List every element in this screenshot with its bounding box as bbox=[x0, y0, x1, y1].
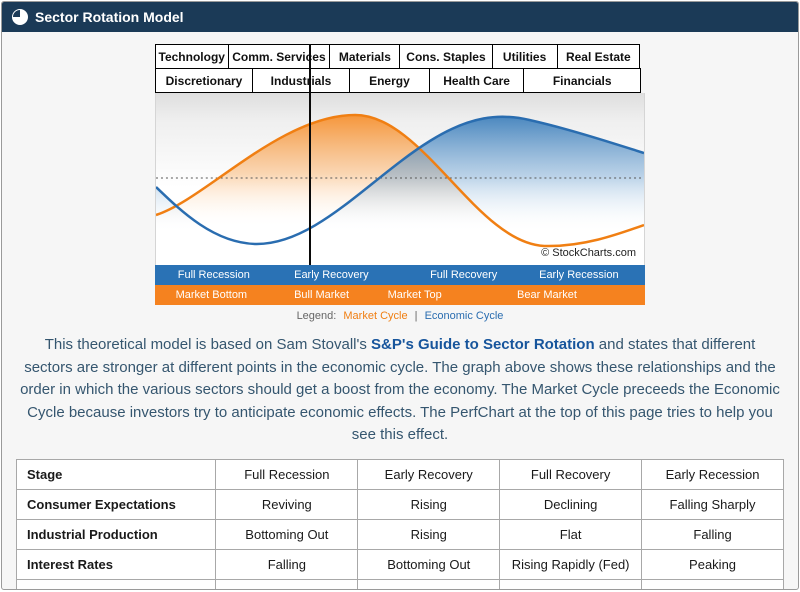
sector-box-energy: Energy bbox=[349, 68, 430, 93]
description-text-after: and states that different sectors are st… bbox=[20, 336, 780, 443]
table-cell: Full Recession bbox=[215, 458, 359, 490]
table-cell: Falling bbox=[641, 518, 784, 550]
economic-cycle-bar: Full Recession Early Recovery Full Recov… bbox=[155, 265, 645, 285]
row-label: Interest Rates bbox=[15, 548, 217, 580]
sector-box-discretionary: Discretionary bbox=[155, 68, 253, 93]
sector-row-bottom: Discretionary Industrials Energy Health … bbox=[155, 68, 645, 93]
sector-box-health-care: Health Care bbox=[428, 68, 525, 93]
table-cell: Falling Sharply bbox=[641, 488, 784, 520]
phase-early-recovery: Early Recovery bbox=[294, 269, 369, 281]
table-cell: Flattening Out bbox=[499, 578, 643, 589]
sector-rotation-icon bbox=[12, 9, 28, 25]
sector-box-financials: Financials bbox=[523, 68, 641, 93]
phase-early-recession: Early Recession bbox=[539, 269, 619, 281]
row-label: Industrial Production bbox=[15, 518, 217, 550]
sector-box-technology: Technology bbox=[155, 44, 229, 69]
table-cell: Rising bbox=[357, 518, 501, 550]
table-row-industrial-production: Industrial Production Bottoming Out Risi… bbox=[15, 518, 784, 550]
phase-market-top: Market Top bbox=[387, 289, 442, 301]
table-cell: Rising Rapidly (Fed) bbox=[499, 548, 643, 580]
cycle-stages-table: Stage Full Recession Early Recovery Full… bbox=[15, 458, 784, 589]
phase-market-bottom: Market Bottom bbox=[175, 289, 248, 301]
table-cell: Declining bbox=[499, 488, 643, 520]
table-row-consumer-expectations: Consumer Expectations Reviving Rising De… bbox=[15, 488, 784, 520]
legend-economic-cycle: Economic Cycle bbox=[424, 310, 504, 322]
sector-row-top: Technology Comm. Services Materials Cons… bbox=[155, 44, 645, 69]
phase-bear-market: Bear Market bbox=[517, 289, 577, 301]
panel-title: Sector Rotation Model bbox=[35, 9, 184, 25]
legend-separator: | bbox=[414, 310, 418, 322]
table-row-stage: Stage Full Recession Early Recovery Full… bbox=[15, 458, 784, 490]
phase-full-recovery: Full Recovery bbox=[430, 269, 498, 281]
table-cell: Rising bbox=[357, 488, 501, 520]
chart-legend: Legend: Market Cycle | Economic Cycle bbox=[155, 310, 645, 322]
table-cell: Reviving bbox=[215, 488, 359, 520]
panel-header: Sector Rotation Model bbox=[2, 2, 798, 32]
model-description: This theoretical model is based on Sam S… bbox=[20, 334, 780, 447]
sector-rotation-chart: Technology Comm. Services Materials Cons… bbox=[155, 44, 645, 322]
table-cell: Bottoming Out bbox=[215, 518, 359, 550]
economic-cycle-line bbox=[156, 115, 644, 246]
copyright-text: © StockCharts.com bbox=[541, 247, 636, 259]
market-cycle-bar: Market Bottom Bull Market Market Top Bea… bbox=[155, 285, 645, 305]
table-cell: Flat/Inverted bbox=[641, 578, 784, 589]
table-cell: Early Recovery bbox=[357, 458, 501, 490]
row-label: Stage bbox=[15, 458, 217, 490]
sector-box-cons-staples: Cons. Staples bbox=[399, 44, 493, 69]
cycle-curves-svg bbox=[156, 113, 644, 265]
table-cell: Early Recession bbox=[641, 458, 784, 490]
market-cycle-line bbox=[156, 113, 644, 248]
page-content: Technology Comm. Services Materials Cons… bbox=[2, 32, 798, 589]
table-cell: Normal (Steep) bbox=[357, 578, 501, 589]
row-label: Consumer Expectations bbox=[15, 488, 217, 520]
table-cell: Peaking bbox=[641, 548, 784, 580]
economic-cycle-area bbox=[156, 116, 644, 265]
sector-box-real-estate: Real Estate bbox=[556, 44, 640, 69]
sector-box-comm-services: Comm. Services bbox=[227, 44, 331, 69]
legend-market-cycle: Market Cycle bbox=[343, 310, 408, 322]
cycle-wave-plot: © StockCharts.com bbox=[155, 93, 645, 265]
table-cell: Bottoming Out bbox=[357, 548, 501, 580]
row-label: Yield Curve bbox=[15, 578, 217, 589]
table-cell: Flat bbox=[499, 518, 643, 550]
description-text-before: This theoretical model is based on Sam S… bbox=[44, 336, 372, 353]
sector-box-utilities: Utilities bbox=[491, 44, 558, 69]
phase-bull-market: Bull Market bbox=[294, 289, 350, 301]
vertical-marker-line bbox=[309, 44, 311, 265]
legend-label: Legend: bbox=[296, 310, 337, 322]
sector-rotation-guide-link[interactable]: S&P's Guide to Sector Rotation bbox=[371, 336, 595, 353]
table-cell: Falling bbox=[215, 548, 359, 580]
phase-full-recession: Full Recession bbox=[177, 269, 250, 281]
table-cell: Normal bbox=[215, 578, 359, 589]
table-row-interest-rates: Interest Rates Falling Bottoming Out Ris… bbox=[15, 548, 784, 580]
table-row-yield-curve: Yield Curve Normal Normal (Steep) Flatte… bbox=[15, 578, 784, 589]
table-cell: Full Recovery bbox=[499, 458, 643, 490]
sector-box-materials: Materials bbox=[329, 44, 401, 69]
sector-box-industrials: Industrials bbox=[252, 68, 350, 93]
